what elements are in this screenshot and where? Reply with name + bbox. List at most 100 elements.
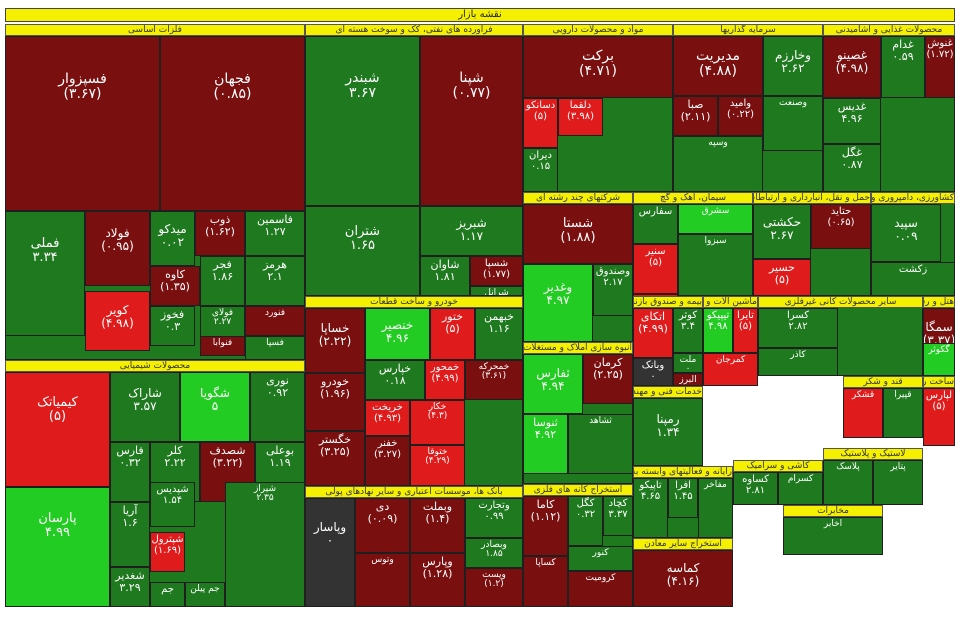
stock-tile[interactable]: کاوه (۱.۳۵)	[150, 266, 200, 306]
stock-tile[interactable]: غنوش (۱.۷۲)	[925, 36, 955, 98]
stock-tile[interactable]: وپست (۱.۲)	[465, 568, 523, 607]
stock-tile[interactable]: ختور (۵)	[430, 308, 475, 360]
stock-tile[interactable]: وتجارت ۰.۹۹	[465, 498, 523, 538]
stock-tile[interactable]: وتوس	[355, 553, 410, 607]
stock-tile[interactable]: رمپنا ۱.۳۴	[633, 398, 703, 466]
stock-tile[interactable]: کچاد ۳.۳۷	[603, 496, 633, 536]
stock-tile[interactable]: غصینو (۴.۹۸)	[823, 36, 881, 98]
stock-tile[interactable]: فولاد (۰.۹۵)	[85, 211, 150, 286]
stock-tile[interactable]: شبندر ۳.۶۷	[305, 36, 420, 206]
stock-tile[interactable]: شاراک ۳.۵۷	[110, 372, 180, 442]
stock-tile[interactable]: خمحرکه (۳.۶۱)	[465, 360, 523, 400]
stock-tile[interactable]: نوری ۰.۹۲	[250, 372, 305, 442]
stock-tile[interactable]: شرانل	[470, 286, 523, 296]
stock-tile[interactable]: میدکو ۰.۰۲	[150, 211, 195, 266]
stock-tile[interactable]: کیمیاتک (۵)	[5, 372, 110, 487]
stock-tile[interactable]: شپترول (۱.۶۹)	[150, 532, 185, 572]
stock-tile[interactable]: خساپا (۲.۲۲)	[305, 308, 365, 373]
stock-tile[interactable]: فنوابا	[200, 336, 245, 356]
stock-tile[interactable]: شاوان ۱.۸۱	[420, 256, 470, 296]
stock-tile[interactable]: فسپزوار (۳.۶۷)	[5, 36, 160, 211]
stock-tile[interactable]: فنورد	[245, 306, 305, 336]
stock-tile[interactable]: کویر (۴.۹۸)	[85, 291, 150, 351]
stock-tile[interactable]: وامید (۰.۲۲)	[718, 96, 763, 136]
stock-tile[interactable]: قپیرا	[883, 388, 923, 438]
stock-tile[interactable]: وبانک ۰	[633, 358, 673, 386]
stock-tile[interactable]: تایرا (۵)	[733, 308, 758, 353]
stock-tile[interactable]: کوثر ۳.۴	[673, 308, 703, 353]
stock-tile[interactable]: کماسه (۴.۱۶)	[633, 550, 733, 607]
stock-tile[interactable]: خودرو (۱.۹۶)	[305, 373, 365, 431]
stock-tile[interactable]: شسپا (۱.۷۷)	[470, 256, 523, 286]
stock-tile[interactable]: هرمز ۲.۱	[245, 256, 305, 306]
stock-tile[interactable]: خفنر (۳.۲۷)	[365, 436, 410, 486]
stock-tile[interactable]: حسیر (۵)	[753, 259, 811, 296]
stock-tile[interactable]: خکار (۴.۳)	[410, 400, 465, 445]
stock-tile[interactable]: افرا ۱.۴۵	[668, 478, 698, 518]
stock-tile[interactable]: کاما (۱.۱۲)	[523, 496, 568, 556]
stock-tile[interactable]: فاسمین ۱.۲۷	[245, 211, 305, 256]
stock-tile[interactable]: کاذر	[758, 348, 838, 376]
stock-tile[interactable]: اتکای (۴.۹۹)	[633, 308, 673, 358]
stock-tile[interactable]: کرمان (۲.۲۵)	[583, 354, 633, 404]
stock-tile[interactable]: وبصادر ۱.۸۵	[465, 538, 523, 568]
stock-tile[interactable]: حکشتی ۲.۶۷	[753, 204, 811, 259]
stock-tile[interactable]: کساوه ۲.۸۱	[733, 472, 778, 505]
stock-tile[interactable]: قشکر	[843, 388, 883, 438]
stock-tile[interactable]: غدیس ۴.۹۶	[823, 98, 881, 144]
stock-tile[interactable]: کرومیت	[568, 571, 633, 607]
stock-tile[interactable]: سنیر (۵)	[633, 244, 678, 294]
stock-tile[interactable]: ذوب (۱.۶۲)	[195, 211, 245, 256]
stock-tile[interactable]: سبزوا	[678, 234, 753, 296]
stock-tile[interactable]: مفاخر	[698, 478, 733, 538]
stock-tile[interactable]: شبریز ۱.۱۷	[420, 206, 523, 256]
stock-tile[interactable]: فجر ۱.۸۶	[200, 256, 245, 306]
stock-tile[interactable]: ثشاهد	[568, 414, 633, 474]
stock-tile[interactable]: وپارس (۱.۲۸)	[410, 553, 465, 607]
stock-tile[interactable]: پارسان ۴.۹۹	[5, 487, 110, 607]
stock-tile[interactable]: شیراز ۲.۳۵	[225, 482, 305, 607]
stock-tile[interactable]: سفارس	[633, 204, 678, 244]
stock-tile[interactable]: تیپیکو ۴.۹۸	[703, 308, 733, 353]
stock-tile[interactable]: خبهمن ۱.۱۶	[475, 308, 523, 360]
stock-tile[interactable]: وپاسار ۰	[305, 498, 355, 607]
stock-tile[interactable]: تاپیکو ۴.۶۵	[633, 478, 668, 538]
stock-tile[interactable]: کنور	[568, 546, 633, 571]
stock-tile[interactable]: زکشت	[871, 262, 955, 296]
stock-tile[interactable]: شپدیس ۱.۵۴	[150, 482, 195, 527]
stock-tile[interactable]: پتایر	[873, 460, 923, 505]
stock-tile[interactable]: خریخت (۴.۹۳)	[365, 400, 410, 436]
stock-tile[interactable]: صبا (۲.۱۱)	[673, 96, 718, 136]
stock-tile[interactable]: فسپا	[245, 336, 305, 360]
stock-tile[interactable]: سپید ۰.۰۹	[871, 204, 941, 262]
stock-tile[interactable]: فجهان (۰.۸۵)	[160, 36, 305, 211]
stock-tile[interactable]: خمحور (۴.۹۹)	[425, 360, 465, 400]
stock-tile[interactable]: برکت (۴.۷۱)	[523, 36, 673, 98]
stock-tile[interactable]: خگستر (۳.۲۵)	[305, 431, 365, 486]
stock-tile[interactable]: دی (۰.۰۹)	[355, 498, 410, 553]
stock-tile[interactable]: شصدف (۳.۲۲)	[200, 442, 255, 502]
stock-tile[interactable]: کسرام	[778, 472, 823, 505]
stock-tile[interactable]: وغدیر ۴.۹۷	[523, 264, 593, 342]
stock-tile[interactable]: ثنوسا ۴.۹۲	[523, 414, 568, 474]
stock-tile[interactable]: جم پیلن	[185, 582, 225, 607]
stock-tile[interactable]: فارس ۰.۳۲	[110, 442, 150, 502]
stock-tile[interactable]: کگل ۰.۳۲	[568, 496, 603, 546]
stock-tile[interactable]: وصندوق ۲.۱۷	[593, 264, 633, 316]
stock-tile[interactable]: فملی ۳.۳۴	[5, 211, 85, 336]
stock-tile[interactable]: گکوثر	[923, 343, 955, 376]
stock-tile[interactable]: ختوقا (۴.۲۹)	[410, 445, 465, 486]
stock-tile[interactable]: آریا ۱.۶	[110, 502, 150, 567]
stock-tile[interactable]: شگویا ۵	[180, 372, 250, 442]
stock-tile[interactable]: غگل ۰.۸۷	[823, 144, 881, 192]
stock-tile[interactable]: شغدیر ۳.۲۹	[110, 567, 150, 607]
stock-tile[interactable]: البرز	[673, 373, 703, 386]
stock-tile[interactable]: غدام ۰.۵۹	[881, 36, 925, 98]
stock-tile[interactable]: دلقما (۳.۹۸)	[558, 98, 603, 136]
stock-tile[interactable]: وسپه	[673, 136, 763, 192]
stock-tile[interactable]: ثفارس ۴.۹۴	[523, 354, 583, 414]
stock-tile[interactable]: دیران ۰.۱۵	[523, 148, 558, 192]
stock-tile[interactable]: حتاید (۰.۶۵)	[811, 204, 871, 249]
stock-tile[interactable]: دسانکو (۵)	[523, 98, 558, 148]
stock-tile[interactable]: سشرق	[678, 204, 753, 234]
